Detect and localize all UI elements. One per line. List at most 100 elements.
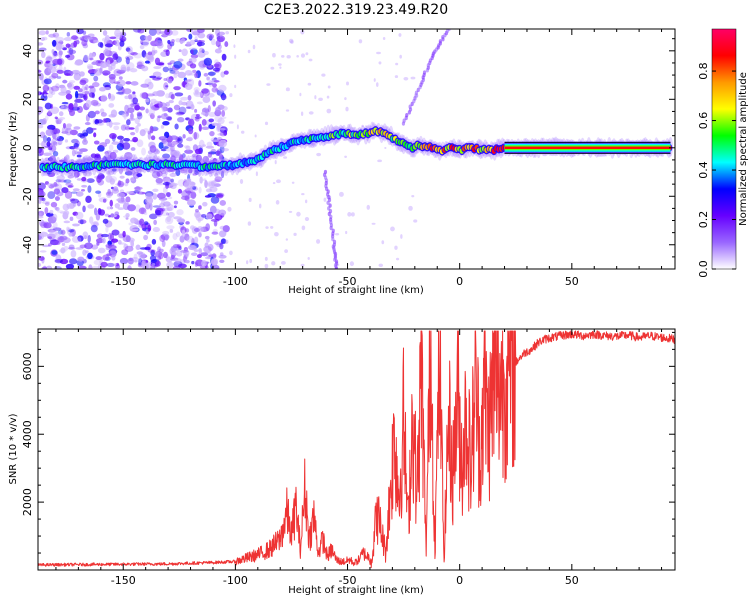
noise-speckle <box>154 57 161 65</box>
noise-speckle <box>166 261 174 269</box>
noise-speckle <box>79 71 85 77</box>
noise-speckle <box>106 262 115 267</box>
noise-speckle <box>38 106 44 114</box>
noise-speckle <box>167 40 171 44</box>
noise-speckle <box>139 44 145 50</box>
noise-speckle <box>73 126 81 130</box>
noise-speckle <box>60 247 66 254</box>
noise-speckle <box>74 61 83 66</box>
noise-speckle <box>55 36 65 43</box>
noise-speckle <box>190 252 198 256</box>
noise-speckle <box>54 241 61 245</box>
noise-speckle <box>104 138 111 145</box>
noise-speckle <box>351 212 355 217</box>
noise-speckle <box>121 112 129 118</box>
noise-speckle <box>75 147 80 150</box>
noise-speckle <box>116 192 126 198</box>
noise-speckle <box>144 60 150 64</box>
noise-speckle <box>54 196 60 201</box>
noise-speckle <box>162 181 172 186</box>
noise-speckle <box>130 52 138 56</box>
noise-speckle <box>38 69 42 73</box>
noise-speckle <box>316 152 322 157</box>
noise-speckle <box>148 29 157 36</box>
noise-speckle <box>153 219 157 225</box>
noise-speckle <box>124 95 129 100</box>
top-x-axis-label: Height of straight line (km) <box>288 285 424 296</box>
noise-speckle <box>395 257 400 261</box>
noise-speckle <box>139 129 146 137</box>
noise-speckle <box>75 247 84 250</box>
noise-speckle <box>274 159 277 165</box>
noise-speckle <box>234 84 237 89</box>
noise-speckle <box>384 146 387 150</box>
noise-speckle <box>173 104 181 111</box>
noise-speckle <box>113 81 121 84</box>
noise-speckle <box>307 257 310 260</box>
noise-speckle <box>82 231 89 239</box>
noise-speckle <box>229 250 233 256</box>
noise-speckle <box>151 170 161 179</box>
noise-speckle <box>108 232 112 241</box>
noise-speckle <box>87 234 91 243</box>
noise-speckle <box>174 258 182 263</box>
noise-speckle <box>201 107 210 113</box>
noise-speckle <box>236 124 239 130</box>
branch-blob <box>327 206 331 211</box>
noise-speckle <box>68 244 75 250</box>
noise-speckle <box>54 258 63 264</box>
noise-speckle <box>161 240 166 248</box>
noise-speckle <box>55 133 60 140</box>
noise-speckle <box>171 30 179 36</box>
x-tick-label: -150 <box>111 275 136 288</box>
noise-speckle <box>118 76 123 80</box>
noise-speckle <box>207 104 211 113</box>
noise-speckle <box>72 211 79 216</box>
y-tick-label: -20 <box>21 187 34 205</box>
noise-speckle <box>103 87 111 91</box>
noise-speckle <box>47 66 57 74</box>
snr-background <box>38 329 675 570</box>
noise-speckle <box>124 245 134 252</box>
noise-speckle <box>69 47 74 55</box>
noise-speckle <box>165 212 170 216</box>
noise-speckle <box>156 76 163 80</box>
noise-speckle <box>38 42 44 46</box>
noise-speckle <box>147 132 152 140</box>
noise-speckle <box>68 184 74 188</box>
colorbar-ticks: 0.0 0.2 0.4 0.6 0.8 <box>697 62 736 278</box>
noise-speckle <box>173 248 180 252</box>
noise-speckle <box>346 81 349 86</box>
noise-speckle <box>132 97 139 105</box>
noise-speckle <box>212 67 221 72</box>
noise-speckle <box>141 147 146 156</box>
noise-speckle <box>144 35 149 41</box>
noise-speckle <box>167 141 173 147</box>
noise-speckle <box>50 201 58 208</box>
noise-speckle <box>376 82 379 87</box>
noise-speckle <box>39 250 47 253</box>
noise-speckle <box>126 191 134 194</box>
noise-speckle <box>111 141 120 145</box>
noise-speckle <box>93 132 97 138</box>
noise-speckle <box>224 239 229 244</box>
noise-speckle <box>63 179 72 184</box>
chart-title: C2E3.2022.319.23.49.R20 <box>264 2 448 18</box>
noise-speckle <box>93 140 100 145</box>
noise-speckle <box>89 72 95 77</box>
noise-speckle <box>129 68 138 73</box>
noise-speckle <box>165 49 170 57</box>
noise-speckle <box>219 153 223 161</box>
noise-speckle <box>99 52 105 61</box>
noise-speckle <box>394 75 399 79</box>
noise-speckle <box>81 39 88 47</box>
noise-speckle <box>77 237 82 243</box>
noise-speckle <box>38 124 44 129</box>
noise-speckle <box>117 207 125 210</box>
noise-speckle <box>42 84 50 92</box>
noise-speckle <box>206 238 210 243</box>
top-y-axis-label: Frequency (Hz) <box>8 111 19 187</box>
noise-speckle <box>144 98 150 103</box>
noise-speckle <box>51 49 55 55</box>
branch-blob <box>416 87 420 93</box>
